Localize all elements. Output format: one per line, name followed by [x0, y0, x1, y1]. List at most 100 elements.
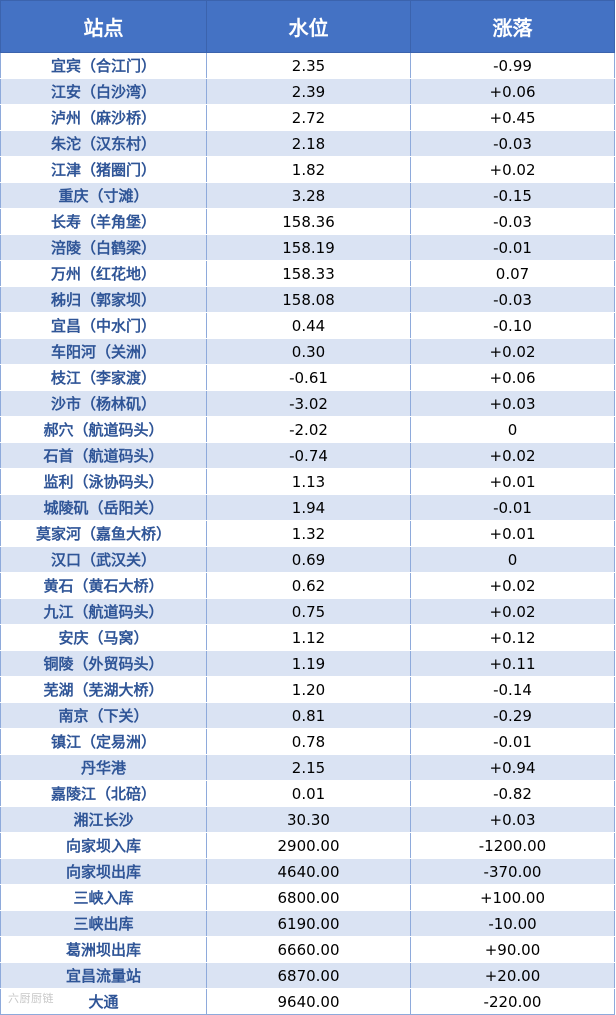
station-cell: 涪陵（白鹤梁）: [0, 234, 207, 261]
change-cell: +0.02: [410, 442, 615, 469]
table-row: 三峡入库 6800.00 +100.00: [0, 884, 615, 911]
change-cell: -0.03: [410, 208, 615, 235]
header-station: 站点: [0, 0, 207, 53]
water-level-cell: 0.75: [206, 598, 411, 625]
station-cell: 枝江（李家渡）: [0, 364, 207, 391]
water-level-cell: 0.78: [206, 728, 411, 755]
station-cell: 向家坝入库: [0, 832, 207, 859]
table-row: 铜陵（外贸码头） 1.19 +0.11: [0, 650, 615, 677]
change-cell: -0.29: [410, 702, 615, 729]
water-level-cell: -0.74: [206, 442, 411, 469]
station-cell: 重庆（寸滩）: [0, 182, 207, 209]
water-level-cell: 0.69: [206, 546, 411, 573]
table-row: 黄石（黄石大桥） 0.62 +0.02: [0, 572, 615, 599]
station-cell: 三峡入库: [0, 884, 207, 911]
water-level-cell: 1.12: [206, 624, 411, 651]
water-level-cell: 2.35: [206, 52, 411, 79]
station-cell: 黄石（黄石大桥）: [0, 572, 207, 599]
water-level-cell: 6870.00: [206, 962, 411, 989]
change-cell: -0.10: [410, 312, 615, 339]
change-cell: +90.00: [410, 936, 615, 963]
change-cell: -0.82: [410, 780, 615, 807]
station-cell: 安庆（马窝）: [0, 624, 207, 651]
table-row: 江安（白沙湾） 2.39 +0.06: [0, 78, 615, 105]
water-level-cell: 1.82: [206, 156, 411, 183]
water-level-cell: 1.32: [206, 520, 411, 547]
table-row: 长寿（羊角堡） 158.36 -0.03: [0, 208, 615, 235]
water-level-cell: 2.39: [206, 78, 411, 105]
table-row: 湘江长沙 30.30 +0.03: [0, 806, 615, 833]
change-cell: 0.07: [410, 260, 615, 287]
table-row: 宜宾（合江门） 2.35 -0.99: [0, 52, 615, 79]
water-level-cell: -2.02: [206, 416, 411, 443]
station-cell: 万州（红花地）: [0, 260, 207, 287]
water-level-cell: 1.19: [206, 650, 411, 677]
change-cell: +0.11: [410, 650, 615, 677]
change-cell: 0: [410, 416, 615, 443]
table-row: 涪陵（白鹤梁） 158.19 -0.01: [0, 234, 615, 261]
table-row: 安庆（马窝） 1.12 +0.12: [0, 624, 615, 651]
change-cell: -0.03: [410, 130, 615, 157]
station-cell: 南京（下关）: [0, 702, 207, 729]
table-row: 镇江（定易洲） 0.78 -0.01: [0, 728, 615, 755]
table-row: 朱沱（汉东村） 2.18 -0.03: [0, 130, 615, 157]
table-row: 监利（泳协码头） 1.13 +0.01: [0, 468, 615, 495]
station-cell: 芜湖（芜湖大桥）: [0, 676, 207, 703]
station-cell: 石首（航道码头）: [0, 442, 207, 469]
change-cell: -0.03: [410, 286, 615, 313]
table-row: 宜昌（中水门） 0.44 -0.10: [0, 312, 615, 339]
water-level-cell: 1.94: [206, 494, 411, 521]
table-row: 枝江（李家渡） -0.61 +0.06: [0, 364, 615, 391]
station-cell: 镇江（定易洲）: [0, 728, 207, 755]
station-cell: 监利（泳协码头）: [0, 468, 207, 495]
station-cell: 泸州（麻沙桥）: [0, 104, 207, 131]
station-cell: 秭归（郭家坝）: [0, 286, 207, 313]
water-level-cell: 30.30: [206, 806, 411, 833]
table-row: 宜昌流量站 6870.00 +20.00: [0, 962, 615, 989]
change-cell: -0.99: [410, 52, 615, 79]
table-row: 汉口（武汉关） 0.69 0: [0, 546, 615, 573]
station-cell: 长寿（羊角堡）: [0, 208, 207, 235]
station-cell: 城陵矶（岳阳关）: [0, 494, 207, 521]
station-cell: 江津（猪圈门）: [0, 156, 207, 183]
table-row: 城陵矶（岳阳关） 1.94 -0.01: [0, 494, 615, 521]
change-cell: +0.03: [410, 390, 615, 417]
change-cell: +0.06: [410, 364, 615, 391]
station-cell: 湘江长沙: [0, 806, 207, 833]
change-cell: +0.06: [410, 78, 615, 105]
table-row: 莫家河（嘉鱼大桥） 1.32 +0.01: [0, 520, 615, 547]
water-level-cell: 2.18: [206, 130, 411, 157]
change-cell: 0: [410, 546, 615, 573]
table-row: 丹华港 2.15 +0.94: [0, 754, 615, 781]
table-row: 车阳河（关洲） 0.30 +0.02: [0, 338, 615, 365]
change-cell: +0.02: [410, 572, 615, 599]
water-level-cell: 1.20: [206, 676, 411, 703]
table-row: 嘉陵江（北碚） 0.01 -0.82: [0, 780, 615, 807]
water-level-cell: 2.15: [206, 754, 411, 781]
change-cell: -0.15: [410, 182, 615, 209]
table-row: 向家坝入库 2900.00 -1200.00: [0, 832, 615, 859]
change-cell: +100.00: [410, 884, 615, 911]
table-row: 芜湖（芜湖大桥） 1.20 -0.14: [0, 676, 615, 703]
station-cell: 朱沱（汉东村）: [0, 130, 207, 157]
water-level-cell: 2.72: [206, 104, 411, 131]
water-level-cell: 158.19: [206, 234, 411, 261]
change-cell: +0.12: [410, 624, 615, 651]
change-cell: +0.45: [410, 104, 615, 131]
water-level-cell: 158.33: [206, 260, 411, 287]
table-row: 向家坝出库 4640.00 -370.00: [0, 858, 615, 885]
table-header: 站点 水位 涨落: [0, 0, 615, 53]
change-cell: +0.01: [410, 520, 615, 547]
station-cell: 九江（航道码头）: [0, 598, 207, 625]
station-cell: 宜宾（合江门）: [0, 52, 207, 79]
water-level-cell: 0.44: [206, 312, 411, 339]
water-level-cell: 1.13: [206, 468, 411, 495]
station-cell: 铜陵（外贸码头）: [0, 650, 207, 677]
station-cell: 大通: [0, 988, 207, 1015]
change-cell: +0.02: [410, 338, 615, 365]
station-cell: 嘉陵江（北碚）: [0, 780, 207, 807]
table-row: 重庆（寸滩） 3.28 -0.15: [0, 182, 615, 209]
station-cell: 宜昌流量站: [0, 962, 207, 989]
change-cell: -1200.00: [410, 832, 615, 859]
